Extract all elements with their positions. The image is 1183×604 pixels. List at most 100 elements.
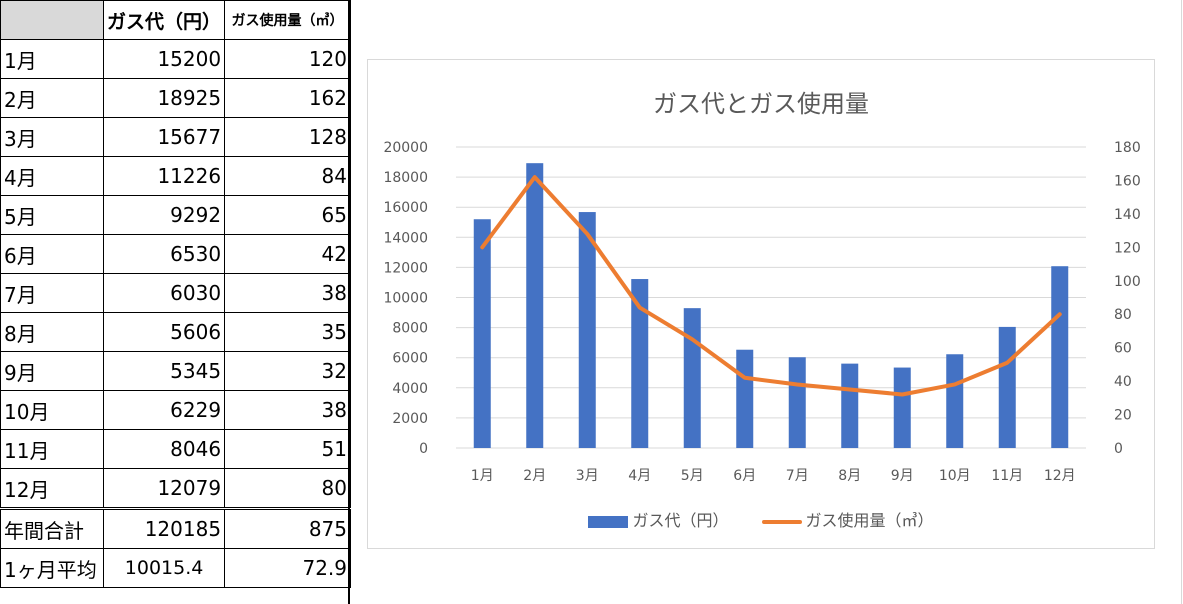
cost-cell[interactable]: 5606 — [103, 312, 226, 352]
cost-cell[interactable]: 18925 — [103, 78, 226, 118]
cost-cell[interactable]: 15677 — [103, 117, 226, 157]
cost-cell[interactable]: 11226 — [103, 156, 226, 196]
bar — [1051, 266, 1069, 448]
header-usage-cell[interactable]: ガス使用量（㎥） — [224, 0, 351, 40]
table-row: 3月 15677 128 — [0, 117, 351, 157]
cost-cell[interactable]: 6229 — [103, 390, 226, 430]
legend-label-usage: ガス使用量（㎥） — [805, 511, 934, 530]
header-cost-cell[interactable]: ガス代（円） — [103, 0, 226, 40]
cost-cell[interactable]: 5345 — [103, 351, 226, 391]
cost-cell[interactable]: 120185 — [103, 507, 226, 549]
usage-cell[interactable]: 38 — [224, 390, 351, 430]
usage-cell[interactable]: 128 — [224, 117, 351, 157]
cost-cell[interactable]: 15200 — [103, 39, 226, 79]
row-label-cell[interactable]: 10月 — [0, 390, 105, 430]
legend-bar-swatch — [588, 515, 629, 528]
row-label-cell[interactable]: 6月 — [0, 234, 105, 274]
usage-cell[interactable]: 80 — [224, 468, 351, 509]
cost-cell[interactable]: 12079 — [103, 468, 226, 509]
x-axis-tick-label: 11月 — [991, 468, 1023, 484]
bar — [736, 349, 754, 448]
bar — [893, 367, 911, 448]
header-corner-cell[interactable] — [0, 0, 105, 40]
chart-title: ガス代とガス使用量 — [653, 90, 869, 118]
bar — [841, 363, 859, 448]
x-axis-tick-label: 1月 — [471, 468, 494, 484]
chart[interactable]: ガス代とガス使用量 0 2000 4000 6000 8000 10000 12000 140… — [367, 59, 1155, 549]
left-axis-tick-label: 6000 — [392, 351, 428, 367]
bar — [946, 354, 964, 448]
cost-cell[interactable]: 6530 — [103, 234, 226, 274]
window-edge — [1181, 0, 1182, 604]
right-axis-tick-label: 60 — [1114, 341, 1132, 357]
left-axis-tick-label: 10000 — [383, 291, 428, 307]
table-row: 5月 9292 65 — [0, 195, 351, 235]
chart-legend: ガス代（円） ガス使用量（㎥） — [368, 507, 1154, 531]
right-axis-tick-label: 180 — [1114, 140, 1141, 156]
chart-plot: 0 2000 4000 6000 8000 10000 12000 14000 16000 180… — [383, 140, 1141, 484]
row-label-cell[interactable]: 5月 — [0, 195, 105, 235]
bar — [473, 219, 491, 448]
x-axis-tick-label: 3月 — [576, 468, 599, 484]
bar — [683, 308, 701, 448]
row-label-cell[interactable]: 1月 — [0, 39, 105, 79]
right-axis-tick-label: 120 — [1114, 240, 1141, 256]
usage-cell[interactable]: 51 — [224, 429, 351, 469]
table-row: 1月 15200 120 — [0, 39, 351, 79]
table-row: 2月 18925 162 — [0, 78, 351, 118]
sheet-border — [348, 0, 350, 604]
usage-cell[interactable]: 65 — [224, 195, 351, 235]
row-label-cell[interactable]: 12月 — [0, 468, 105, 509]
usage-cell[interactable]: 84 — [224, 156, 351, 196]
table-row: 8月 5606 35 — [0, 312, 351, 352]
left-axis-tick-label: 2000 — [392, 411, 428, 427]
table-row: 年間合計 120185 875 — [0, 507, 351, 549]
right-axis-tick-label: 0 — [1114, 441, 1123, 457]
line-series — [480, 175, 1062, 397]
row-label-cell[interactable]: 4月 — [0, 156, 105, 196]
row-label-cell[interactable]: 9月 — [0, 351, 105, 391]
row-label-cell[interactable]: 2月 — [0, 78, 105, 118]
usage-cell[interactable]: 38 — [224, 273, 351, 313]
cost-cell[interactable]: 9292 — [103, 195, 226, 235]
cost-cell[interactable]: 8046 — [103, 429, 226, 469]
left-axis-tick-label: 0 — [419, 441, 428, 457]
bar — [998, 326, 1016, 448]
row-label-cell[interactable]: 3月 — [0, 117, 105, 157]
right-axis-tick-label: 20 — [1114, 408, 1132, 424]
left-axis-tick-label: 18000 — [383, 170, 428, 186]
left-axis-tick-label: 4000 — [392, 381, 428, 397]
left-axis-tick-label: 12000 — [383, 260, 428, 276]
usage-cell[interactable]: 72.9 — [224, 548, 351, 588]
left-axis-tick-label: 8000 — [392, 321, 428, 337]
x-axis-tick-label: 2月 — [523, 468, 546, 484]
row-label-cell[interactable]: 年間合計 — [0, 507, 105, 549]
right-axis-tick-label: 40 — [1114, 374, 1132, 390]
usage-cell[interactable]: 35 — [224, 312, 351, 352]
usage-cell[interactable]: 32 — [224, 351, 351, 391]
legend-label-cost: ガス代（円） — [632, 511, 729, 530]
x-axis-tick-label: 10月 — [939, 468, 971, 484]
table-header-row: ガス代（円） ガス使用量（㎥） — [0, 0, 351, 40]
usage-cell[interactable]: 120 — [224, 39, 351, 79]
x-axis-tick-label: 8月 — [838, 468, 861, 484]
row-label-cell[interactable]: 11月 — [0, 429, 105, 469]
row-label-cell[interactable]: 7月 — [0, 273, 105, 313]
left-axis-tick-label: 14000 — [383, 230, 428, 246]
cost-cell[interactable]: 10015.4 — [103, 548, 226, 588]
usage-cell[interactable]: 162 — [224, 78, 351, 118]
bar — [578, 212, 596, 448]
right-axis-tick-label: 100 — [1114, 274, 1141, 290]
table-row: 7月 6030 38 — [0, 273, 351, 313]
usage-cell[interactable]: 875 — [224, 507, 351, 549]
usage-cell[interactable]: 42 — [224, 234, 351, 274]
legend-item-cost: ガス代（円） — [588, 507, 728, 531]
row-label-cell[interactable]: 1ヶ月平均 — [0, 548, 105, 588]
bar — [526, 163, 544, 448]
row-label-cell[interactable]: 8月 — [0, 312, 105, 352]
legend-item-usage: ガス使用量（㎥） — [761, 507, 934, 531]
cost-cell[interactable]: 6030 — [103, 273, 226, 313]
table-row: 9月 5345 32 — [0, 351, 351, 391]
right-axis-tick-label: 140 — [1114, 207, 1141, 223]
table-row: 4月 11226 84 — [0, 156, 351, 196]
